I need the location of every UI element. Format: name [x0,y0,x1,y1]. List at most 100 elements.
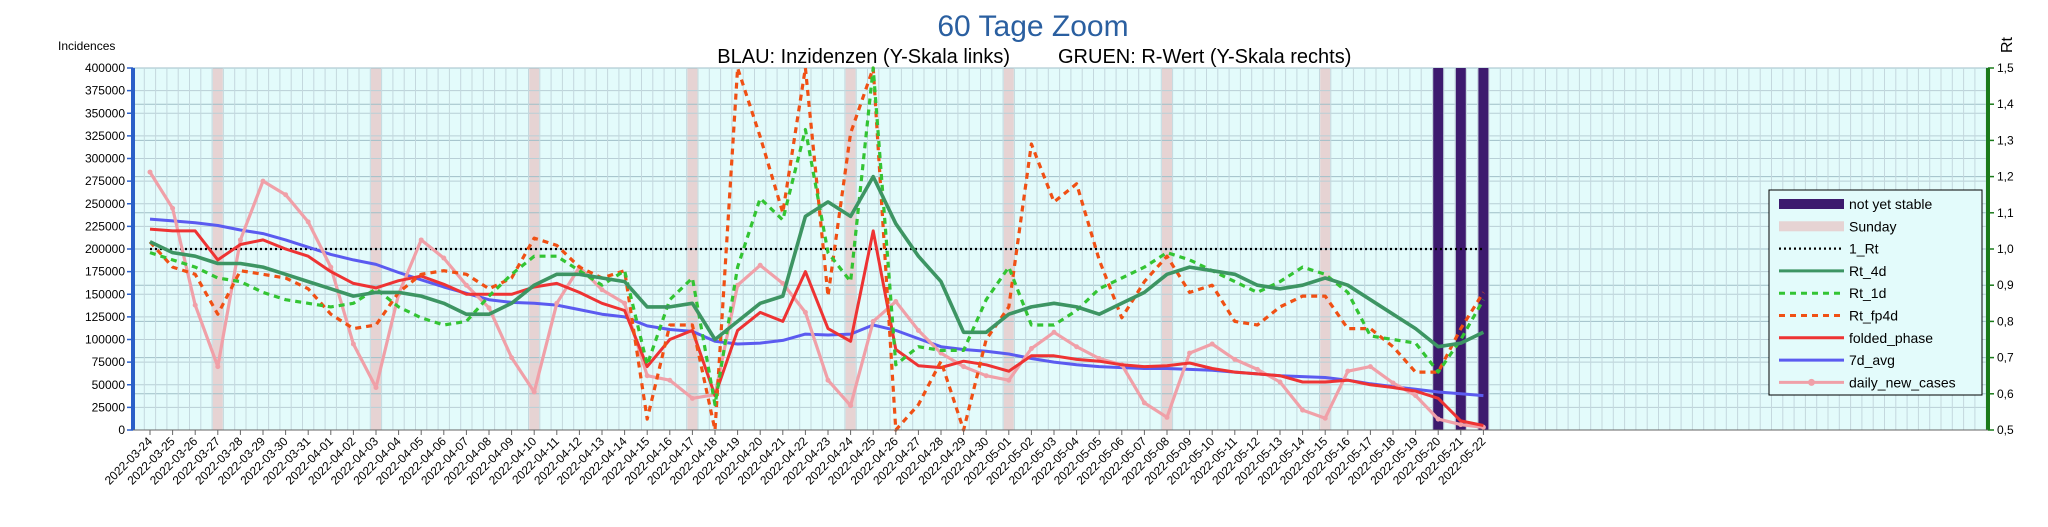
series-point-daily-new-cases [1141,400,1147,406]
series-point-daily-new-cases [1435,416,1441,422]
series-point-daily-new-cases [1187,350,1193,356]
y-tick-label-left: 0 [118,423,125,437]
y-tick-label-left: 275000 [85,174,125,188]
legend-label-sunday: Sunday [1849,218,1896,234]
y-tick-label-left: 150000 [85,287,125,301]
y-tick-label-right: 1,2 [1997,170,2014,184]
y-tick-label-left: 200000 [85,242,125,256]
legend-label-rt-4d: Rt_4d [1849,263,1886,279]
series-point-daily-new-cases [1164,414,1170,420]
series-point-daily-new-cases [757,262,763,268]
y-tick-label-right: 1,0 [1997,242,2014,256]
series-line-rt-4d [149,174,1485,349]
series-point-daily-new-cases [554,300,560,306]
y-tick-label-left: 350000 [85,106,125,120]
y-tick-label-right: 0,9 [1997,278,2014,292]
not-yet-stable-bar [1433,68,1444,430]
series-point-daily-new-cases [328,264,334,270]
series-point-daily-new-cases [1254,366,1260,372]
series-point-daily-new-cases [644,373,650,379]
series-point-daily-new-cases [780,280,786,286]
chart-title: 60 Tage Zoom [937,10,1128,43]
series-point-daily-new-cases [1051,329,1057,335]
legend-marker-daily-new-cases [1808,378,1815,386]
series-point-daily-new-cases [961,364,967,370]
y-tick-label-left: 225000 [85,219,125,233]
y-tick-label-left: 125000 [85,310,125,324]
legend-label-daily-new-cases: daily_new_cases [1849,374,1956,390]
series-point-daily-new-cases [237,237,243,243]
y-tick-label-right: 1,4 [1997,97,2014,111]
legend-swatch-not-yet-stable [1779,199,1844,209]
series-point-daily-new-cases [870,318,876,324]
y-tick-label-right: 1,1 [1997,206,2014,220]
y-tick-label-right: 0,5 [1997,423,2014,437]
y-tick-label-left: 175000 [85,265,125,279]
series-point-daily-new-cases [1006,377,1012,383]
series-point-daily-new-cases [1345,368,1351,374]
y-tick-label-right: 1,3 [1997,133,2014,147]
y-tick-label-right: 0,7 [1997,351,2014,365]
series-point-daily-new-cases [260,178,266,184]
y-tick-label-left: 75000 [92,355,126,369]
y-tick-label-left: 250000 [85,197,125,211]
y-tick-label-right: 0,6 [1997,387,2014,401]
series-point-daily-new-cases [170,205,176,211]
series-point-daily-new-cases [531,389,537,395]
series-point-daily-new-cases [147,169,153,175]
y-tick-label-right: 1,5 [1997,61,2014,75]
legend-label-rt-fp4d: Rt_fp4d [1849,308,1898,324]
y-tick-label-left: 100000 [85,333,125,347]
legend-label-folded-phase: folded_phase [1849,330,1933,346]
legend-label-7d-avg: 7d_avg [1849,352,1895,368]
series-point-daily-new-cases [915,327,921,333]
not-yet-stable-bar [1478,68,1489,430]
series-point-daily-new-cases [486,305,492,311]
y-tick-label-left: 50000 [92,378,126,392]
series-point-daily-new-cases [350,341,356,347]
y-tick-label-right: 0,8 [1997,314,2014,328]
series-point-daily-new-cases [622,300,628,306]
legend: not yet stable Sunday 1_Rt Rt_4d Rt_1d Rt_fp4… [1768,189,1983,396]
series-point-daily-new-cases [689,395,695,401]
series-point-daily-new-cases [283,192,289,198]
series-point-daily-new-cases [215,364,221,370]
series-point-daily-new-cases [802,309,808,315]
series-point-daily-new-cases [1458,422,1464,428]
series-point-daily-new-cases [1074,344,1080,350]
series-point-daily-new-cases [848,403,854,409]
series-point-daily-new-cases [441,255,447,261]
series-point-daily-new-cases [1300,407,1306,413]
chart-subtitle-left: BLAU: Inzidenzen (Y-Skala links) [717,46,1010,68]
series-point-daily-new-cases [983,373,989,379]
series-point-daily-new-cases [1028,346,1034,352]
series-point-daily-new-cases [1209,341,1215,347]
series-point-daily-new-cases [735,282,741,288]
legend-label-rt-1d: Rt_1d [1849,285,1886,301]
y-tick-label-left: 300000 [85,152,125,166]
series-point-daily-new-cases [418,237,424,243]
legend-label-1-rt: 1_Rt [1849,241,1879,257]
series-point-daily-new-cases [1367,364,1373,370]
series-point-daily-new-cases [373,384,379,390]
series-point-daily-new-cases [509,355,515,361]
y-axis-label-right: Rt [1999,36,2016,53]
series-point-daily-new-cases [1322,415,1328,421]
series-point-daily-new-cases [1390,380,1396,386]
legend-label-not-yet-stable: not yet stable [1849,196,1932,212]
series-point-daily-new-cases [893,298,899,304]
series-point-daily-new-cases [599,287,605,293]
series-line-daily-new-cases [148,171,1484,429]
series-point-daily-new-cases [825,377,831,383]
series-point-daily-new-cases [1232,356,1238,362]
y-tick-label-left: 375000 [85,84,125,98]
y-tick-label-left: 325000 [85,129,125,143]
series-point-daily-new-cases [192,302,198,308]
series-point-daily-new-cases [1277,379,1283,385]
series-point-daily-new-cases [1413,393,1419,399]
series-line-folded-phase [149,227,1484,427]
y-axis-label-left: Incidences [58,39,115,53]
series-point-daily-new-cases [667,377,673,383]
series-point-daily-new-cases [305,219,311,225]
